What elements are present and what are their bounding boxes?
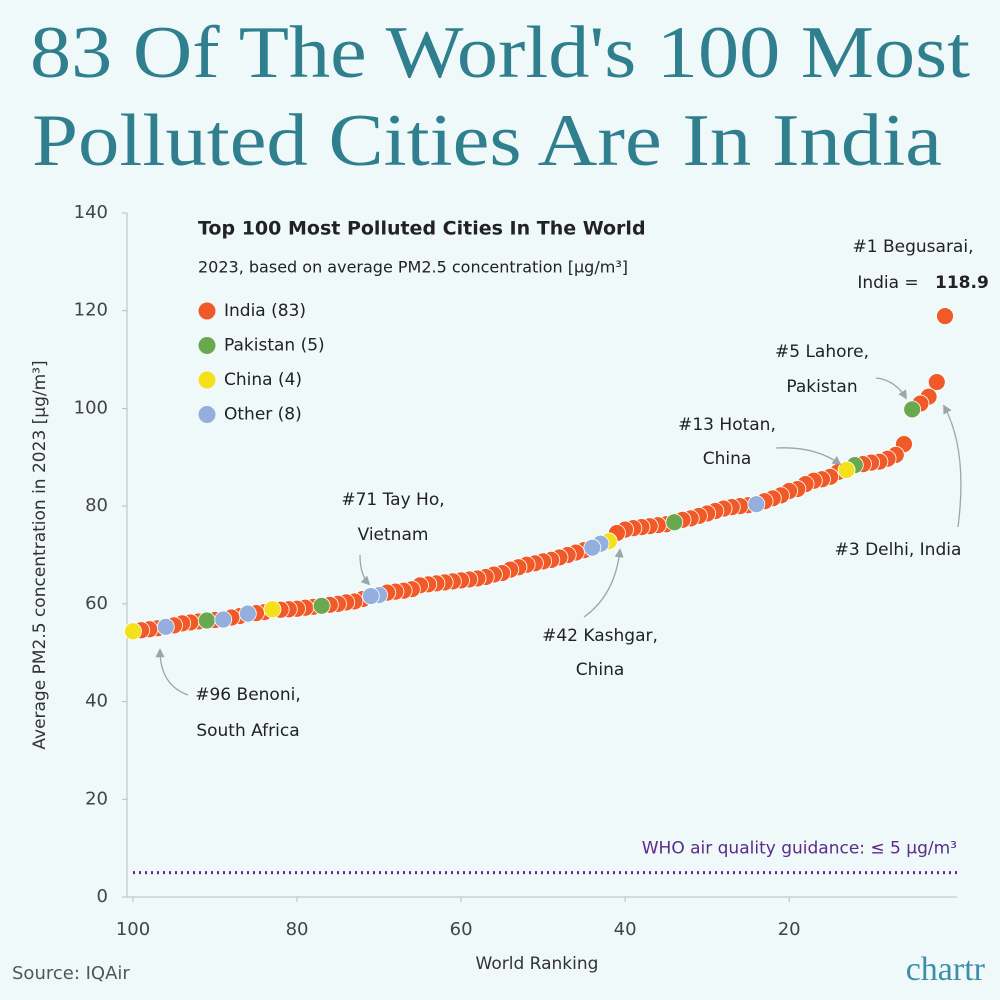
annotation: India = xyxy=(857,273,918,293)
plot-area: 0 20 40 60 80 100 120 140 100 80 60 40 20 WHO air qua… xyxy=(74,202,957,940)
y-tick-label: 120 xyxy=(74,300,108,321)
annotation: #1 Begusarai, xyxy=(853,237,974,257)
annotation: #13 Hotan, xyxy=(678,415,776,435)
annotation: South Africa xyxy=(196,721,299,741)
point xyxy=(263,600,282,619)
point xyxy=(214,610,233,629)
x-tick-label: 100 xyxy=(116,919,150,940)
point xyxy=(197,611,216,630)
arrow xyxy=(583,548,624,618)
legend-marker xyxy=(198,406,216,423)
annotation: Pakistan xyxy=(786,377,857,397)
point xyxy=(747,495,766,514)
y-tick-label: 0 xyxy=(97,886,108,907)
chart-title: Polluted Cities Are In India xyxy=(32,100,942,182)
annotation: #3 Delhi, India xyxy=(835,540,962,560)
annotation: #5 Lahore, xyxy=(775,342,869,362)
arrow xyxy=(875,377,907,400)
x-tick-label: 40 xyxy=(614,919,637,940)
point xyxy=(583,538,602,557)
source: Source: IQAir xyxy=(12,963,130,984)
x-tick-label: 80 xyxy=(286,919,309,940)
x-tick-label: 20 xyxy=(778,919,801,940)
logo: chartr xyxy=(906,951,986,988)
point xyxy=(837,461,856,479)
point xyxy=(665,513,684,532)
x-axis-label: World Ranking xyxy=(476,954,599,974)
legend-label: Pakistan (5) xyxy=(224,336,325,356)
y-tick-label: 20 xyxy=(85,788,108,809)
y-axis-label: Average PM2.5 concentration in 2023 [μg/… xyxy=(30,360,50,749)
annotation: China xyxy=(576,660,625,680)
y-tick-label: 60 xyxy=(85,593,108,614)
legend-label: India (83) xyxy=(224,301,306,321)
subtitle: Top 100 Most Polluted Cities In The Worl… xyxy=(198,218,646,240)
y-tick-label: 80 xyxy=(85,495,108,516)
annotation-value: 118.9 xyxy=(935,273,989,293)
arrow xyxy=(359,554,371,586)
x-tick-label: 60 xyxy=(450,919,473,940)
arrow xyxy=(155,648,189,696)
annotation: #71 Tay Ho, xyxy=(341,490,444,510)
y-tick-label: 140 xyxy=(74,202,108,223)
annotation: #96 Benoni, xyxy=(195,685,300,705)
point xyxy=(156,617,175,636)
point xyxy=(936,307,954,325)
point xyxy=(903,400,922,419)
annotation: Vietnam xyxy=(358,525,429,545)
y-tick-label: 100 xyxy=(74,397,108,418)
point xyxy=(312,596,331,615)
point xyxy=(238,604,257,623)
annotations: #1 Begusarai, India = 118.9 #5 Lahore, P… xyxy=(155,237,989,741)
legend-label: Other (8) xyxy=(224,405,302,425)
y-tick-label: 40 xyxy=(85,691,108,712)
caption: 2023, based on average PM2.5 concentrati… xyxy=(198,258,628,277)
arrow xyxy=(943,404,962,528)
legend-marker xyxy=(198,371,216,389)
point xyxy=(124,622,142,641)
legend-marker xyxy=(198,302,216,320)
chart-title: 83 Of The World's 100 Most xyxy=(30,12,970,94)
legend-marker xyxy=(198,337,216,354)
legend: India (83) Pakistan (5) China (4) Other (8) xyxy=(198,301,325,425)
arrow xyxy=(775,447,842,466)
annotation: China xyxy=(703,449,752,469)
reference-label: WHO air quality guidance: ≤ 5 μg/m³ xyxy=(642,839,957,859)
annotation: #42 Kashgar, xyxy=(542,626,658,646)
point xyxy=(927,373,946,391)
legend-label: China (4) xyxy=(224,370,302,390)
point xyxy=(361,587,380,605)
